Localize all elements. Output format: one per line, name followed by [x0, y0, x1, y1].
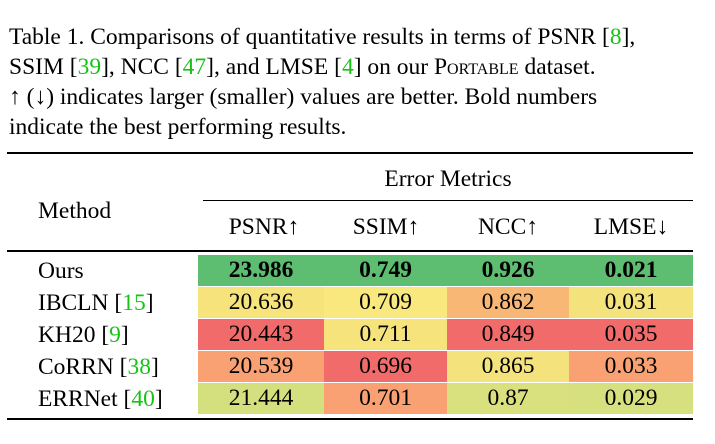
bottom-rule	[7, 418, 693, 420]
cell-lmse: 0.029	[569, 383, 693, 414]
row-method-label: ERRNet [40]	[38, 386, 163, 412]
cell-lmse: 0.031	[569, 287, 693, 318]
citation-link[interactable]: 47	[182, 54, 207, 80]
header-rule	[7, 250, 693, 252]
column-header-lmse: LMSE↓	[593, 214, 669, 240]
citation-link[interactable]: 38	[127, 354, 151, 380]
cell-psnr: 23.986	[198, 255, 324, 286]
row-method-label: Ours	[38, 258, 84, 284]
cell-ssim: 0.709	[324, 287, 447, 318]
caption-line-2: SSIM [39], NCC [47], and LMSE [4] on our…	[9, 54, 596, 80]
citation-link[interactable]: 8	[609, 24, 622, 50]
cell-lmse: 0.035	[569, 319, 693, 350]
table-caption: Table 1. Comparisons of quantitative res…	[9, 22, 709, 142]
cell-psnr: 20.636	[198, 287, 324, 318]
cell-psnr: 20.539	[198, 351, 324, 382]
group-header-error-metrics: Error Metrics	[384, 166, 512, 192]
cell-lmse: 0.033	[569, 351, 693, 382]
citation-link[interactable]: 4	[341, 54, 354, 80]
cell-ssim: 0.711	[324, 319, 447, 350]
cell-ncc: 0.87	[447, 383, 569, 414]
column-header-psnr: PSNR↑	[228, 214, 300, 240]
row-method-label: CoRRN [38]	[38, 354, 159, 380]
caption-line-3: ↑ (↓) indicates larger (smaller) values …	[9, 84, 598, 110]
cell-ncc: 0.865	[447, 351, 569, 382]
cell-psnr: 20.443	[198, 319, 324, 350]
column-header-ssim: SSIM↑	[352, 214, 420, 240]
caption-line-4: indicate the best performing results.	[9, 114, 347, 140]
cell-psnr: 21.444	[198, 383, 324, 414]
dataset-name: Portable	[433, 54, 519, 80]
top-rule	[7, 152, 693, 154]
cell-ncc: 0.926	[447, 255, 569, 286]
cell-ssim: 0.701	[324, 383, 447, 414]
column-header-ncc: NCC↑	[477, 214, 539, 240]
cell-ncc: 0.862	[447, 287, 569, 318]
cell-lmse: 0.021	[569, 255, 693, 286]
cell-ssim: 0.749	[324, 255, 447, 286]
method-header: Method	[38, 198, 112, 224]
cell-ssim: 0.696	[324, 351, 447, 382]
citation-link[interactable]: 9	[109, 322, 121, 348]
citation-link[interactable]: 39	[77, 54, 102, 80]
caption-line-1: Table 1. Comparisons of quantitative res…	[9, 24, 636, 50]
citation-link[interactable]: 40	[131, 386, 155, 412]
row-method-label: IBCLN [15]	[38, 290, 154, 316]
cell-ncc: 0.849	[447, 319, 569, 350]
group-header-underline	[203, 200, 693, 201]
citation-link[interactable]: 15	[122, 290, 146, 316]
row-method-label: KH20 [9]	[38, 322, 129, 348]
